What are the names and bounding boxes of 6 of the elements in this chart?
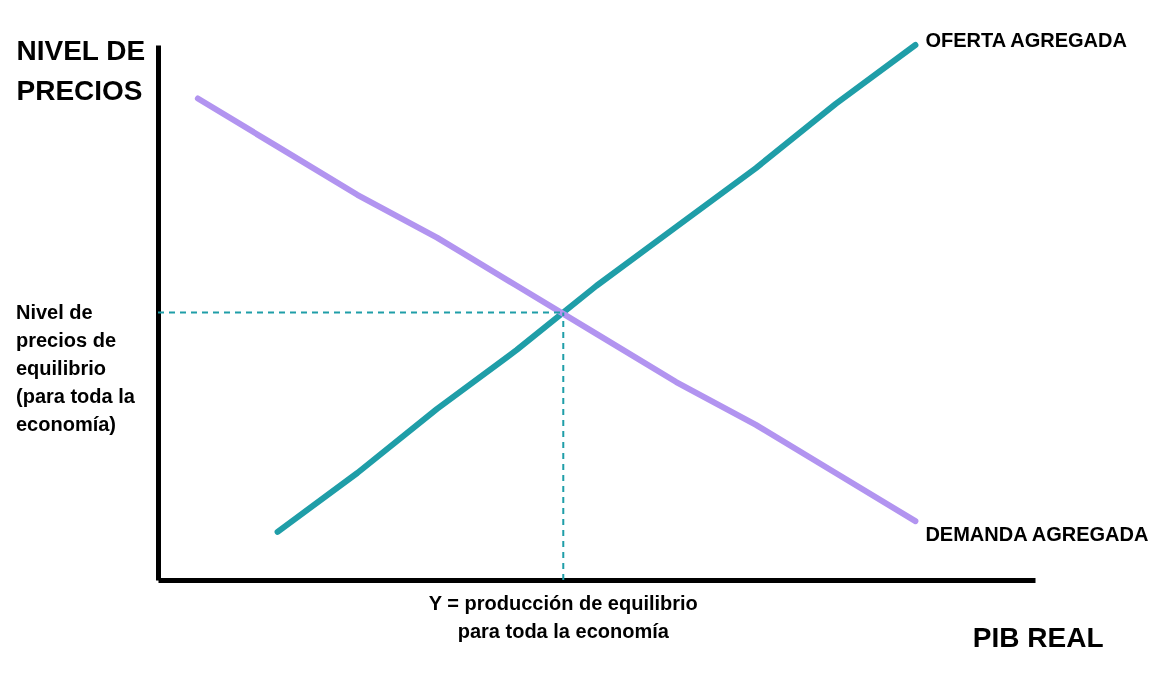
annotation: Y = producción de equilibrio para toda la economía <box>428 592 698 642</box>
x-axis-title: PIB REAL <box>972 621 1104 653</box>
series-label: DEMANDA AGREGADA <box>925 523 1149 546</box>
ref-line-label: Nivel de precios de equilibrio (para toda la economía) <box>16 300 136 435</box>
series-label: OFERTA AGREGADA <box>925 29 1127 51</box>
y-axis-title: NIVEL DE PRECIOS <box>16 34 146 106</box>
